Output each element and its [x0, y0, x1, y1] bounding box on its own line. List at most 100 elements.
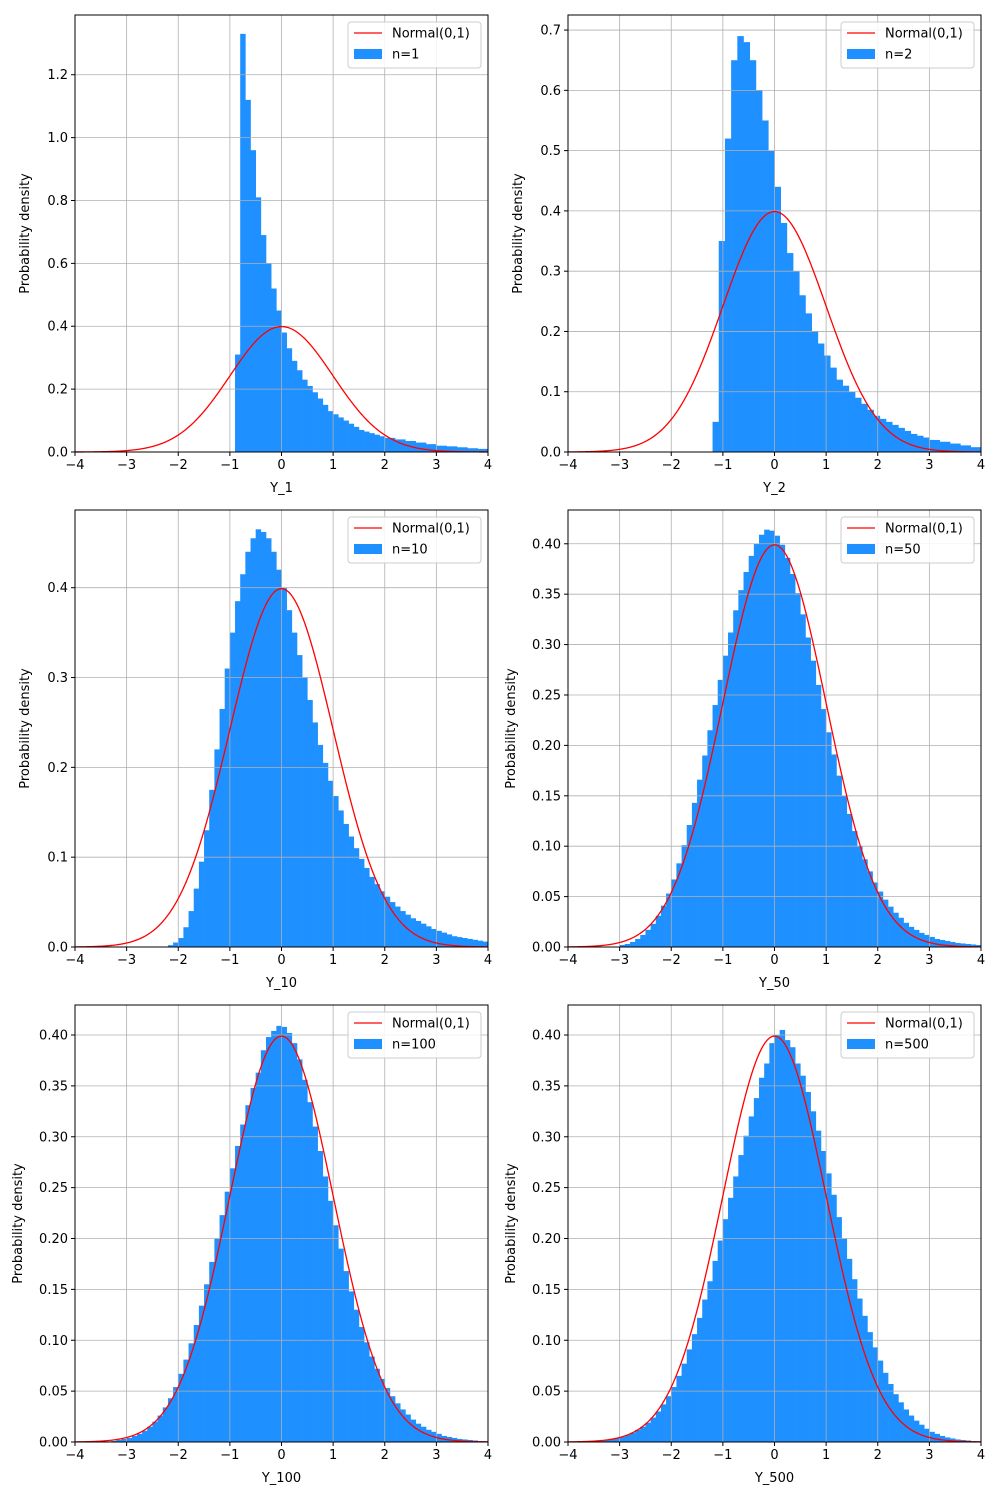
histogram-bar [250, 150, 256, 452]
histogram-bar [317, 744, 324, 947]
histogram-bar [415, 1423, 422, 1442]
histogram-bar [131, 1435, 138, 1442]
histogram-bar [312, 1126, 318, 1442]
histogram-bar [893, 912, 899, 947]
y-tick-label: 0.4 [47, 581, 68, 596]
histogram-bar [939, 1435, 946, 1442]
x-tick-label: 1 [822, 953, 830, 968]
histogram-bar [219, 708, 226, 947]
histogram-bar [379, 891, 386, 947]
histogram-bar [266, 1037, 272, 1442]
histogram-bar [857, 1298, 863, 1442]
histogram-bar [369, 876, 375, 947]
histogram-bar [815, 1130, 822, 1442]
histogram-bar [934, 1433, 940, 1442]
histogram-bar [446, 446, 458, 452]
histogram-bar [712, 421, 720, 452]
legend-patch-swatch [354, 544, 382, 554]
histogram-bar [343, 823, 349, 947]
histogram-bar [353, 426, 360, 452]
histogram-bar [250, 1087, 256, 1442]
histogram-bar [142, 1430, 148, 1442]
chart-panel-n-2: −4 −3 −2 −1 0 1 2 3 4 0.0 0.1 0.2 0.3 0.4 0.5 0.6 0.7 Y_2… [511, 14, 985, 496]
x-tick-label: −3 [610, 458, 629, 473]
x-tick-label: 2 [381, 1448, 389, 1463]
histogram-bar [842, 385, 850, 452]
histogram-bar [784, 557, 791, 947]
x-tick-label: −1 [713, 1448, 732, 1463]
histogram-bar [400, 911, 406, 947]
y-tick-label: 0.0 [540, 446, 561, 461]
histogram-bar [691, 802, 698, 947]
histogram-bar [472, 939, 478, 947]
histogram-bar [795, 593, 801, 947]
x-tick-label: −2 [662, 458, 681, 473]
histogram-bar [604, 1439, 610, 1442]
histogram-bar [681, 845, 688, 947]
histogram-bar [338, 1248, 344, 1442]
histogram-bar [851, 1279, 858, 1442]
x-axis-label: Y_1 [269, 481, 293, 496]
y-tick-label: 1.2 [47, 68, 68, 83]
histogram-bar [888, 906, 894, 947]
legend-label-normal: Normal(0,1) [885, 1017, 963, 1032]
y-tick-label: 0.00 [39, 1436, 68, 1451]
histogram-bar [893, 1394, 899, 1442]
y-axis-label: Probability density [18, 173, 33, 294]
histogram-bar [846, 813, 853, 947]
y-tick-label: 0.40 [39, 1029, 68, 1044]
y-tick-label: 1.0 [47, 131, 68, 146]
histogram-bar [327, 411, 334, 452]
legend-label-normal: Normal(0,1) [885, 27, 963, 42]
histogram-bar [364, 867, 370, 947]
y-tick-label: 0.20 [532, 739, 561, 754]
histogram-bar [960, 943, 966, 947]
histogram-bar [457, 447, 468, 452]
histogram-bar [650, 923, 657, 947]
histogram-bar [872, 1347, 879, 1442]
y-tick-label: 0.0 [47, 446, 68, 461]
y-tick-label: 0.7 [540, 24, 561, 39]
histogram-bar [384, 1388, 391, 1442]
x-tick-label: 4 [484, 953, 492, 968]
histogram-bar [624, 943, 631, 947]
histogram-bar [910, 433, 918, 452]
y-tick-label: 0.0 [47, 941, 68, 956]
histogram-bar [718, 241, 726, 452]
legend: Normal(0,1) n=100 [347, 1011, 482, 1059]
y-tick-label: 0.8 [47, 194, 68, 209]
histogram-bar [235, 1145, 241, 1442]
histogram-bar [820, 709, 827, 947]
histogram-bar [903, 922, 910, 947]
normal-curve-line [567, 544, 982, 948]
histogram-bar [768, 150, 775, 452]
histogram-bar [198, 861, 205, 947]
histogram-bar [929, 1431, 935, 1442]
histogram-bar [467, 938, 473, 947]
y-tick-label: 0.05 [532, 1385, 561, 1400]
histogram-bar [214, 749, 220, 947]
histogram-bar [286, 348, 293, 452]
histogram-bar [369, 433, 375, 452]
histogram-bar [733, 1176, 739, 1442]
histogram-bar [712, 705, 719, 947]
x-tick-label: 0 [277, 953, 285, 968]
histogram-bar [374, 884, 380, 947]
x-axis-label: Y_50 [758, 976, 790, 991]
histogram-bar [358, 1327, 365, 1442]
histogram-bar [691, 1334, 698, 1442]
histogram-bar [426, 926, 432, 947]
histogram-bar [681, 1363, 688, 1442]
histogram-bar [327, 1200, 334, 1442]
histogram-bar [877, 1360, 884, 1442]
histogram-bar [250, 538, 256, 947]
histogram-bar [312, 722, 318, 947]
histogram-bar [296, 655, 303, 947]
histogram-bar [157, 1415, 164, 1442]
histogram-bar [888, 1384, 894, 1442]
x-tick-label: 1 [329, 1448, 337, 1463]
histogram-bar [924, 934, 930, 947]
x-tick-label: 2 [874, 953, 882, 968]
histogram-bar [655, 1411, 662, 1442]
x-tick-label: 4 [484, 1448, 492, 1463]
